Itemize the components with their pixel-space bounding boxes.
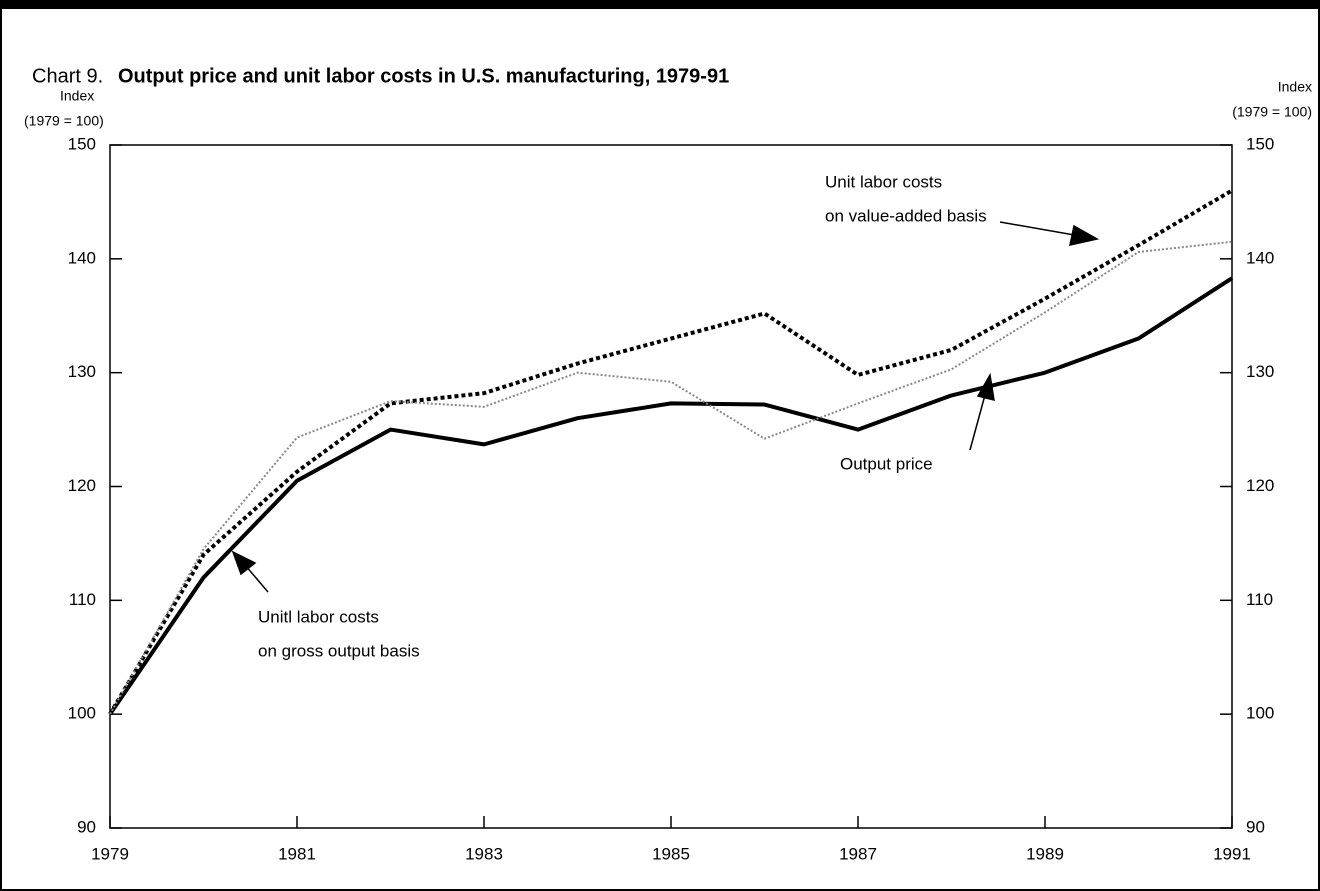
y-tick-label: 100 (68, 704, 96, 723)
annotation: on gross output basis (258, 641, 420, 660)
chart-title: Output price and unit labor costs in U.S… (118, 65, 729, 87)
y-tick-label: 120 (68, 476, 96, 495)
series-line (108, 188, 1234, 716)
y-tick-label: 90 (77, 817, 96, 836)
x-tick-label: 1989 (1026, 844, 1064, 863)
y-tick-label: 130 (68, 362, 96, 381)
annotation: on value-added basis (825, 206, 987, 225)
y-axis-label: (1979 = 100) (24, 113, 104, 129)
plot-frame (109, 144, 1233, 829)
y2-tick-label: 110 (1246, 590, 1273, 609)
top-bar (0, 0, 1320, 9)
x-tick-label: 1979 (91, 844, 129, 863)
y2-tick-label: 90 (1246, 817, 1265, 836)
y2-tick-label: 130 (1246, 362, 1274, 381)
y2-tick-label: 120 (1246, 476, 1274, 495)
annotation: Output price (840, 454, 933, 473)
y2-tick-label: 150 (1246, 134, 1274, 153)
series-line (109, 240, 1233, 715)
y2-tick-label: 140 (1246, 248, 1274, 267)
arrow (969, 394, 986, 451)
y2-axis-label: Index (1278, 79, 1312, 95)
x-tick-label: 1991 (1213, 844, 1251, 863)
annotation: Unit labor costs (825, 172, 942, 191)
annotation: Unitl labor costs (258, 607, 379, 626)
series-line (108, 276, 1234, 716)
arrow (999, 221, 1081, 237)
x-tick-label: 1981 (278, 844, 316, 863)
y2-axis-label: (1979 = 100) (1232, 104, 1312, 120)
y-tick-label: 140 (68, 248, 96, 267)
y2-tick-label: 100 (1246, 704, 1274, 723)
chart-label: Chart 9. (32, 65, 103, 87)
arrow-head (1069, 224, 1100, 246)
x-tick-label: 1983 (465, 844, 503, 863)
arrow-head (231, 550, 257, 576)
x-tick-label: 1985 (652, 844, 690, 863)
x-tick-label: 1987 (839, 844, 877, 863)
arrow (244, 564, 269, 593)
y-tick-label: 110 (69, 590, 96, 609)
y-tick-label: 150 (68, 134, 96, 153)
y-axis-label: Index (60, 88, 94, 104)
arrows (231, 221, 1100, 593)
